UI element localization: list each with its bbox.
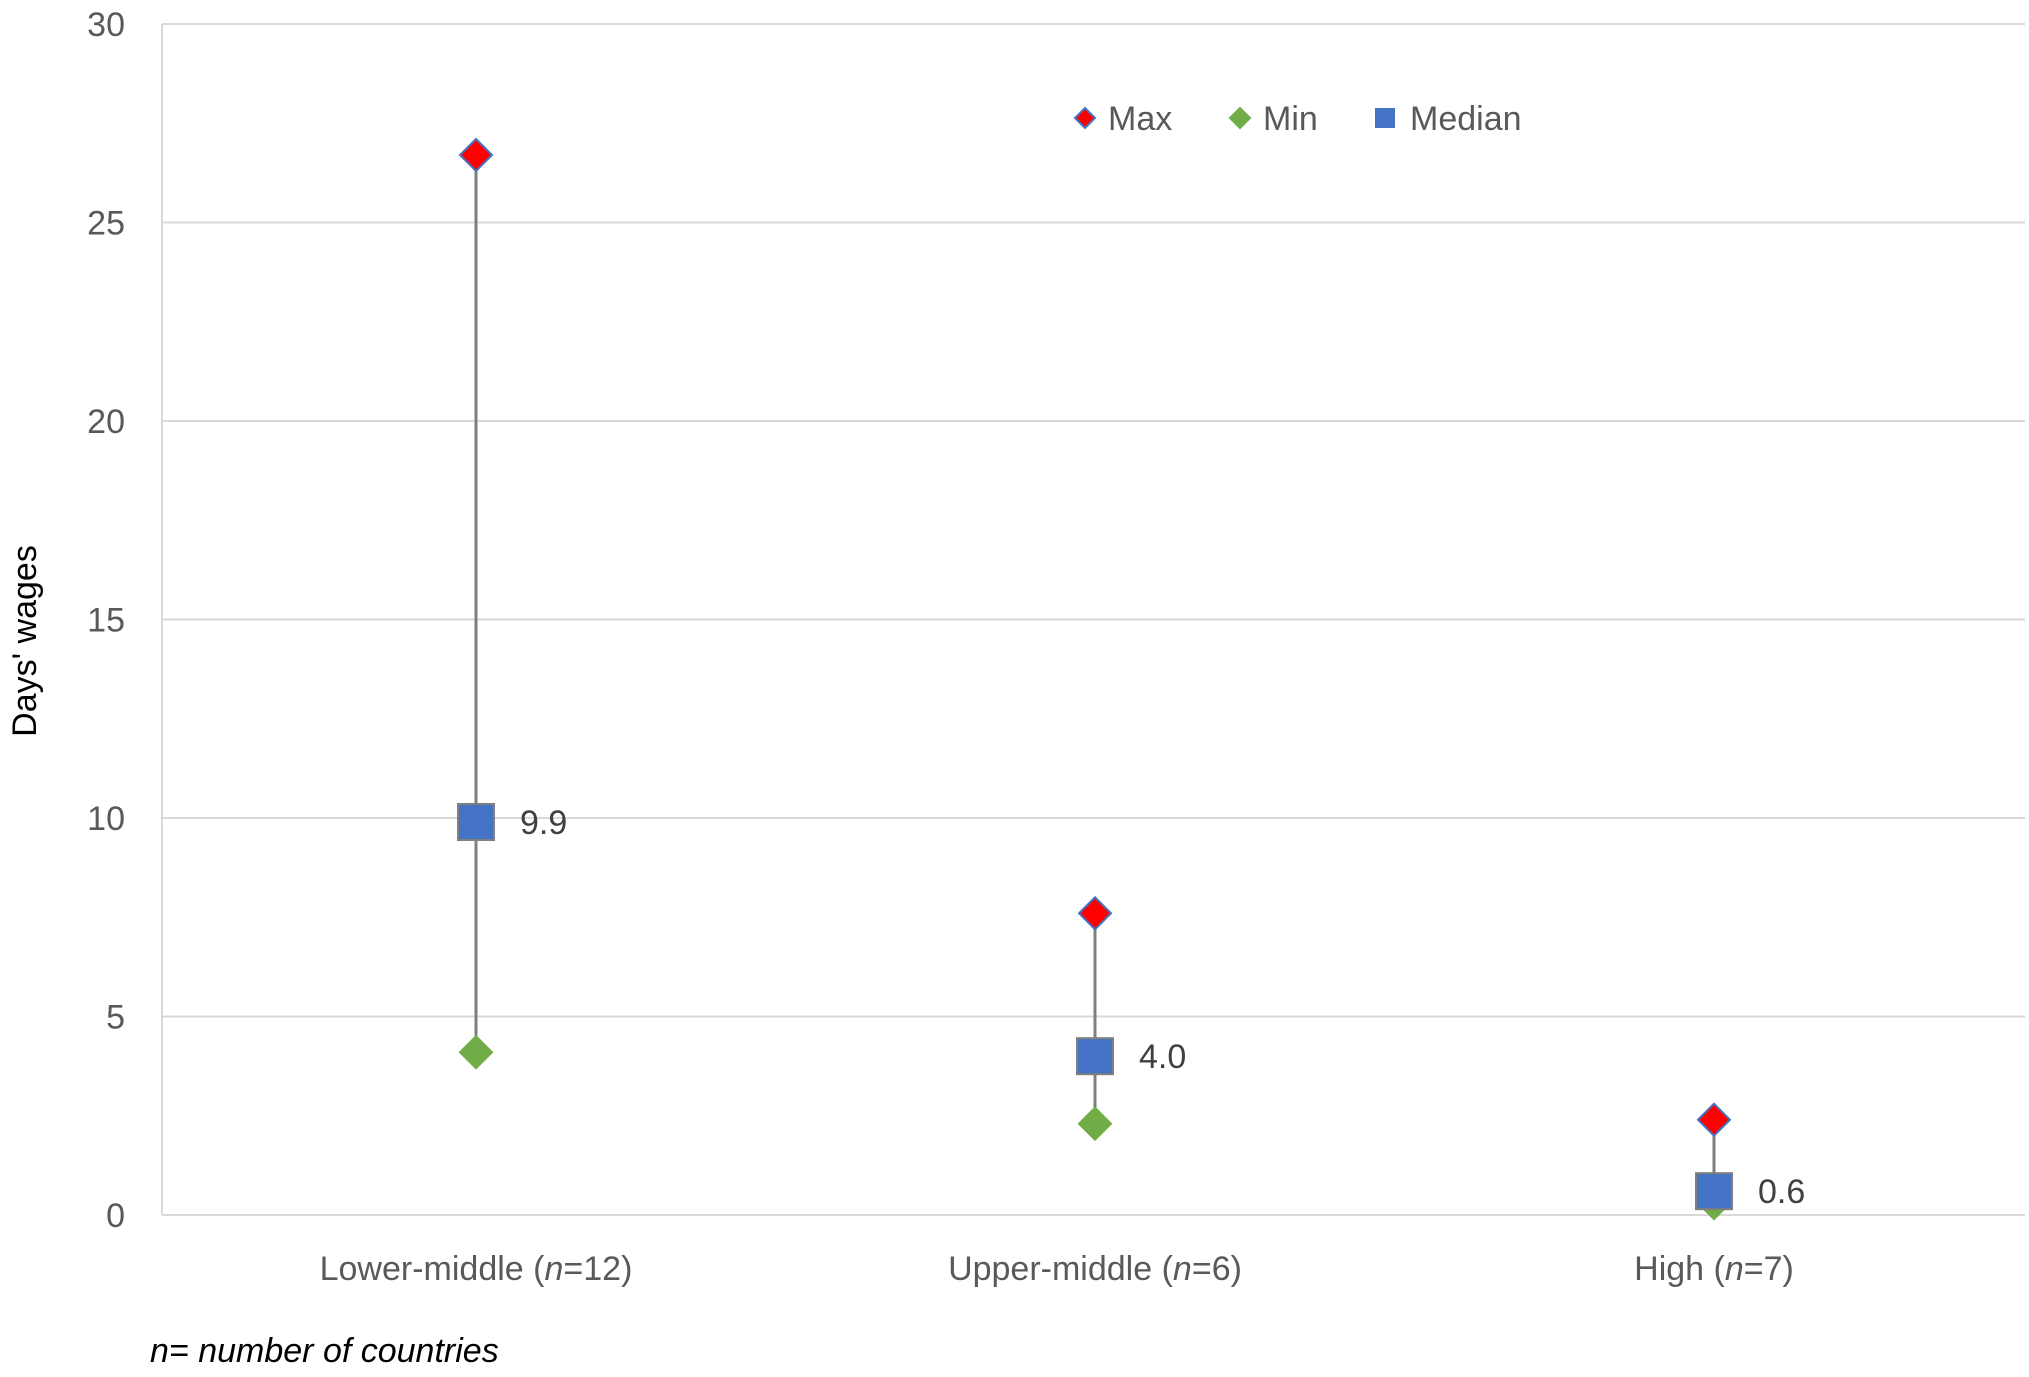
x-axis-categories: Lower-middle (n=12) Upper-middle (n=6) Hig… — [320, 1250, 1794, 1288]
min-marker — [1077, 1106, 1113, 1142]
legend-label: Min — [1263, 100, 1318, 138]
legend-median-icon — [1375, 108, 1395, 128]
y-tick-label: 15 — [87, 602, 125, 640]
legend-label: Max — [1108, 100, 1172, 138]
median-marker — [1695, 1172, 1733, 1211]
y-tick-label: 25 — [87, 205, 125, 243]
footnote: n= number of countries — [150, 1332, 499, 1370]
category-label: High (n=7) — [1634, 1250, 1794, 1288]
median-marker — [457, 802, 495, 841]
legend: Max Min Median — [1073, 100, 1522, 138]
min-marker — [458, 1034, 494, 1070]
category-label: Lower-middle (n=12) — [320, 1250, 633, 1288]
y-tick-label: 30 — [87, 6, 125, 44]
markers — [457, 137, 1733, 1221]
median-data-label: 9.9 — [520, 804, 567, 842]
legend-max-icon — [1073, 106, 1097, 130]
median-marker — [1076, 1037, 1114, 1076]
y-axis-title: Days' wages — [6, 545, 44, 737]
max-marker — [1696, 1102, 1732, 1138]
y-tick-label: 5 — [106, 999, 125, 1037]
y-tick-label: 10 — [87, 800, 125, 838]
median-data-label: 0.6 — [1758, 1173, 1805, 1211]
median-data-label: 4.0 — [1139, 1038, 1186, 1076]
y-tick-label: 0 — [106, 1197, 125, 1235]
max-marker — [1077, 895, 1113, 931]
legend-label: Median — [1410, 100, 1522, 138]
category-label: Upper-middle (n=6) — [948, 1250, 1242, 1288]
max-marker — [458, 137, 494, 173]
legend-min-icon — [1228, 106, 1252, 130]
y-tick-label: 20 — [87, 403, 125, 441]
data-labels: 9.9 4.0 0.6 — [520, 804, 1805, 1211]
y-axis: 0 5 10 15 20 25 30 — [87, 6, 163, 1235]
